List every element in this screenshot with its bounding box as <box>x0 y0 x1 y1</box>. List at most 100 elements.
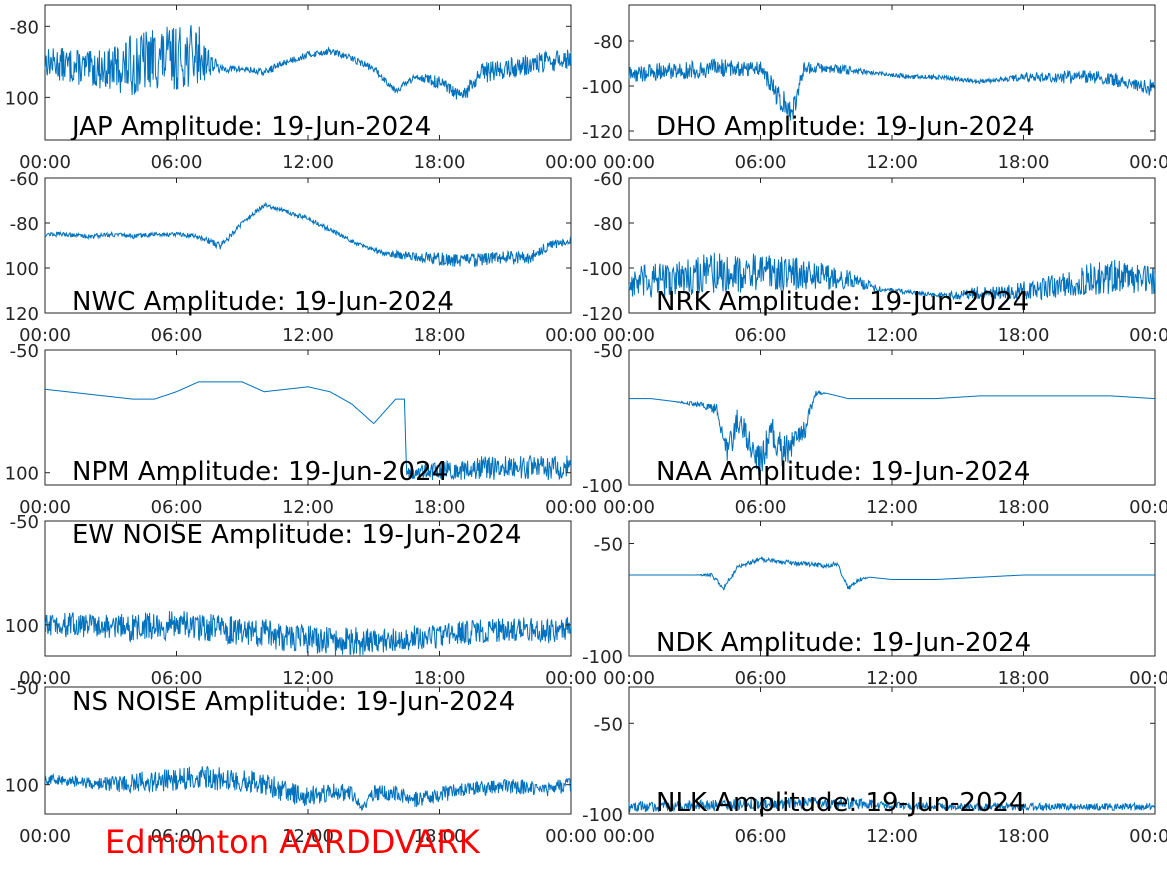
x-tick-label: 18:00 <box>414 668 466 689</box>
y-tick-label: -50 <box>594 535 623 556</box>
y-tick-label: 100 <box>5 464 39 485</box>
y-tick-label: -50 <box>10 512 39 533</box>
chart-title: NWC Amplitude: 19-Jun-2024 <box>72 287 454 317</box>
y-tick-label: -60 <box>594 169 623 190</box>
y-tick-label: -120 <box>582 122 623 143</box>
y-tick-label: -120 <box>582 304 623 325</box>
series-line <box>45 381 572 481</box>
y-tick-label: -50 <box>594 714 623 735</box>
x-tick-label: 00:00 <box>1129 668 1167 689</box>
plot-frame <box>628 686 1156 815</box>
x-tick-label: 12:00 <box>282 152 334 173</box>
x-tick-label: 00:00 <box>545 668 597 689</box>
x-tick-label: 06:00 <box>151 497 203 518</box>
y-tick-label: -60 <box>10 169 39 190</box>
x-tick-label: 06:00 <box>735 497 787 518</box>
y-tick-label: -80 <box>594 32 623 53</box>
series-line <box>628 252 1156 301</box>
x-tick-label: 12:00 <box>866 325 918 346</box>
y-tick-label: -100 <box>582 77 623 98</box>
x-tick-label: 00:00 <box>603 497 655 518</box>
plot-frame <box>44 177 572 314</box>
x-tick-label: 18:00 <box>998 152 1050 173</box>
series-line <box>44 611 572 656</box>
x-tick-label: 06:00 <box>735 152 787 173</box>
chart-panel: -80 100 00:00 06:00 12:00 18:00 00:00 JAP Ampli… <box>5 4 597 173</box>
series-line <box>628 58 1156 121</box>
chart-title: NPM Amplitude: 19-Jun-2024 <box>72 457 448 487</box>
x-tick-label: 00:00 <box>19 325 71 346</box>
y-tick-label: 100 <box>5 776 39 797</box>
x-tick-label: 18:00 <box>998 325 1050 346</box>
x-tick-label: 00:00 <box>603 152 655 173</box>
x-tick-label: 06:00 <box>735 668 787 689</box>
x-tick-label: 12:00 <box>866 152 918 173</box>
series-line <box>628 796 1156 813</box>
x-tick-label: 00:00 <box>19 497 71 518</box>
x-tick-label: 00:00 <box>545 152 597 173</box>
chart-grid: -80 100 00:00 06:00 12:00 18:00 00:00 JAP Ampli… <box>5 4 1167 847</box>
y-tick-label: -80 <box>10 214 39 235</box>
series-line <box>44 25 572 100</box>
x-tick-label: 18:00 <box>998 668 1050 689</box>
x-tick-label: 18:00 <box>414 826 466 847</box>
y-tick-label: -80 <box>10 17 39 38</box>
x-tick-label: 00:00 <box>545 325 597 346</box>
x-tick-label: 00:00 <box>19 152 71 173</box>
chart-panel: -60-80-100-12000:0006:0012:0018:0000:00N… <box>582 169 1167 346</box>
series-line <box>629 390 1155 476</box>
x-tick-label: 18:00 <box>414 152 466 173</box>
chart-title: NDK Amplitude: 19-Jun-2024 <box>656 628 1031 658</box>
x-tick-label: 00:00 <box>1129 325 1167 346</box>
series-line <box>44 765 572 812</box>
x-tick-label: 18:00 <box>998 826 1050 847</box>
y-tick-label: -50 <box>594 341 623 362</box>
x-tick-label: 06:00 <box>151 152 203 173</box>
x-tick-label: 06:00 <box>151 668 203 689</box>
x-tick-label: 06:00 <box>151 826 203 847</box>
y-tick-label: -100 <box>582 805 623 826</box>
x-tick-label: 00:00 <box>545 497 597 518</box>
series-line <box>629 556 1155 591</box>
y-tick-label: 100 <box>5 259 39 280</box>
x-tick-label: 06:00 <box>151 325 203 346</box>
x-tick-label: 12:00 <box>282 325 334 346</box>
station-label: Edmonton AARDDVARK <box>105 823 481 861</box>
y-tick-label: 100 <box>5 88 39 109</box>
x-tick-label: 00:00 <box>603 325 655 346</box>
chart-title: DHO Amplitude: 19-Jun-2024 <box>656 112 1035 142</box>
y-tick-label: -100 <box>582 259 623 280</box>
chart-title: NS NOISE Amplitude: 19-Jun-2024 <box>72 687 515 717</box>
x-tick-label: 18:00 <box>414 325 466 346</box>
x-tick-label: 00:00 <box>603 668 655 689</box>
y-tick-label: -50 <box>10 678 39 699</box>
chart-panel: -80-100-12000:0006:0012:0018:0000:00DHO … <box>582 4 1167 173</box>
chart-title: EW NOISE Amplitude: 19-Jun-2024 <box>72 520 522 550</box>
x-tick-label: 18:00 <box>998 497 1050 518</box>
series-line <box>44 201 572 267</box>
x-tick-label: 00:00 <box>1129 826 1167 847</box>
x-tick-label: 00:00 <box>1129 497 1167 518</box>
x-tick-label: 12:00 <box>866 668 918 689</box>
chart-panel: -50 100 00:00 06:00 12:00 18:00 00:00 NS NOISE … <box>5 678 597 847</box>
chart-panel: -50 100 00:00 06:00 12:00 18:00 00:00 EW NOISE … <box>5 512 597 689</box>
x-tick-label: 06:00 <box>735 325 787 346</box>
x-tick-label: 12:00 <box>282 826 334 847</box>
x-tick-label: 00:00 <box>545 826 597 847</box>
plot-frame <box>628 520 1156 657</box>
chart-title: NRK Amplitude: 19-Jun-2024 <box>656 287 1029 317</box>
x-tick-label: 00:00 <box>19 826 71 847</box>
x-tick-label: 18:00 <box>414 497 466 518</box>
y-tick-label: -100 <box>582 647 623 668</box>
x-tick-label: 12:00 <box>866 497 918 518</box>
x-tick-label: 00:00 <box>603 826 655 847</box>
x-tick-label: 06:00 <box>735 826 787 847</box>
x-tick-label: 12:00 <box>866 826 918 847</box>
y-tick-label: -80 <box>594 214 623 235</box>
x-tick-label: 00:00 <box>19 668 71 689</box>
